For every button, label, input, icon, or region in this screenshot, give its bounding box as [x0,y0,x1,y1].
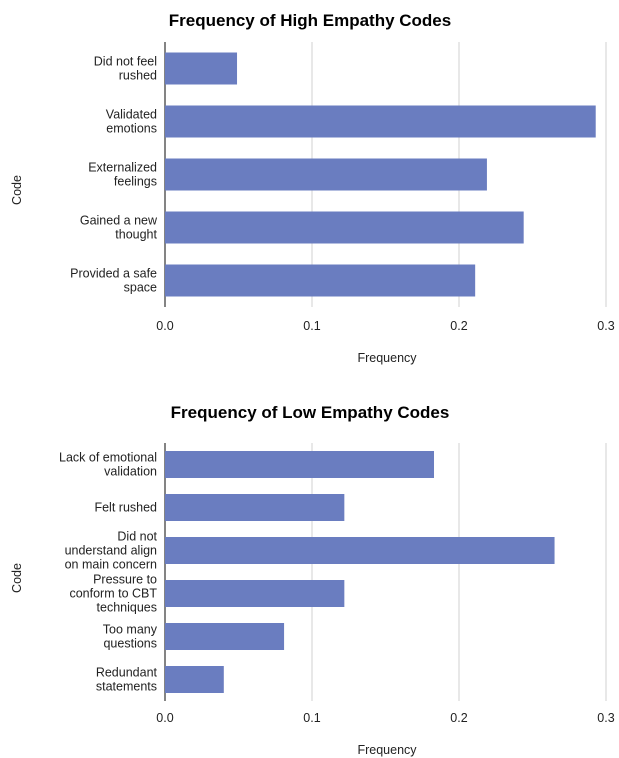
bar [165,158,487,191]
category-label: Provided a safe space [70,267,157,295]
x-tick-label: 0.1 [303,319,320,333]
bar [165,52,238,85]
chart-2-y-axis-title: Code [10,563,24,593]
bar [165,494,345,521]
chart-2-title: Frequency of Low Empathy Codes [171,403,450,422]
category-label: Felt rushed [94,501,157,515]
chart-1-x-axis-title: Frequency [357,351,417,365]
bar [165,451,435,478]
bar [165,211,524,244]
category-label: Too many questions [103,623,158,651]
high-empathy-chart: Frequency of High Empathy Codes Code Fre… [10,11,615,365]
x-tick-label: 0.0 [156,319,173,333]
x-tick-label: 0.3 [597,319,614,333]
bar [165,666,224,693]
x-tick-label: 0.3 [597,711,614,725]
category-label: Did not feel rushed [94,55,157,83]
bar [165,537,555,564]
bar [165,264,476,297]
category-label: Lack of emotional validation [59,451,157,479]
chart-2-x-axis-title: Frequency [357,743,417,757]
category-label: Gained a new thought [80,214,158,242]
x-tick-label: 0.2 [450,711,467,725]
category-label: Redundant statements [96,666,158,694]
bar [165,105,596,138]
low-empathy-chart: Frequency of Low Empathy Codes Code Freq… [10,403,615,757]
x-tick-label: 0.2 [450,319,467,333]
x-tick-label: 0.0 [156,711,173,725]
category-label: Validated emotions [106,108,157,136]
category-label: Pressure to conform to CBT techniques [69,573,157,615]
bar [165,580,345,607]
chart-1-y-axis-title: Code [10,175,24,205]
bar [165,623,285,650]
chart-1-title: Frequency of High Empathy Codes [169,11,451,30]
category-label: Externalized feelings [88,161,157,189]
category-label: Did not understand align on main concern [65,530,158,572]
x-tick-label: 0.1 [303,711,320,725]
